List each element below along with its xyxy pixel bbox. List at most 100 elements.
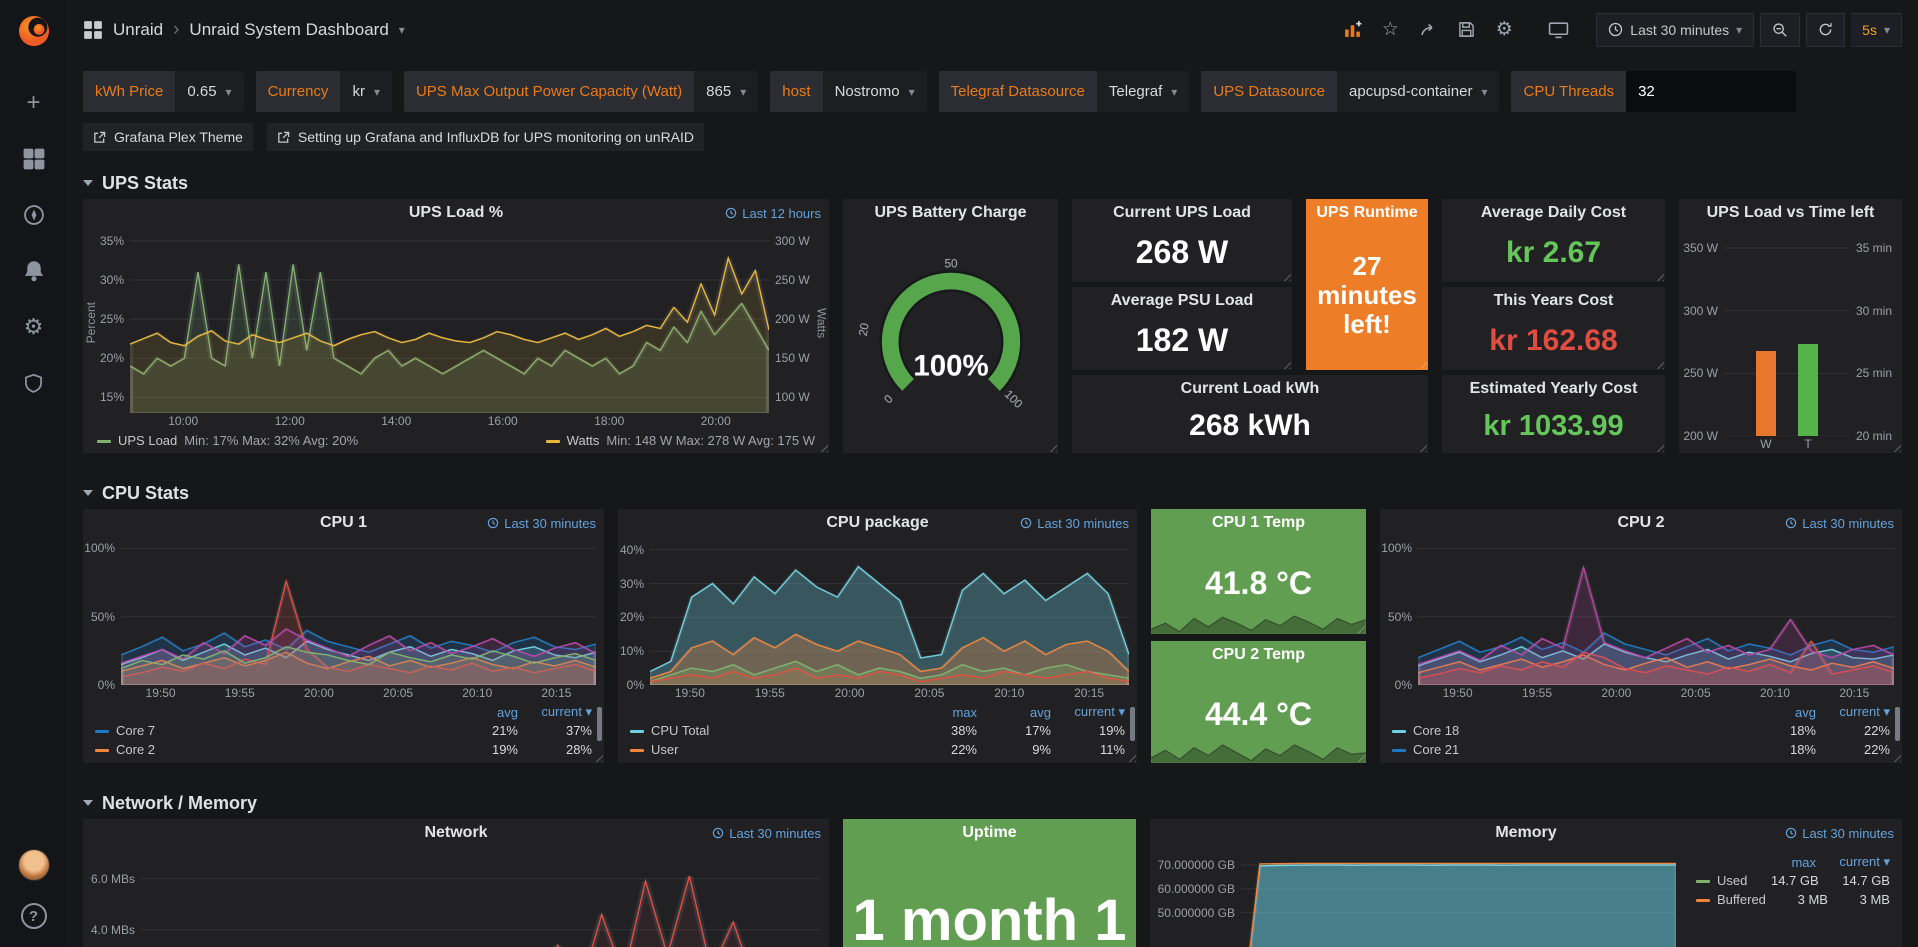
dashboard-title[interactable]: Unraid System Dashboard [189, 19, 389, 39]
legend-scrollbar[interactable] [1895, 707, 1900, 741]
cycle-view-button[interactable] [1542, 14, 1574, 46]
resize-handle[interactable] [1653, 358, 1664, 369]
panel-title[interactable]: CPU 2 Temp [1211, 646, 1306, 663]
save-button[interactable] [1450, 14, 1482, 46]
resize-handle[interactable] [1046, 441, 1057, 452]
panel-current-ups-load[interactable]: Current UPS Load 268 W [1072, 199, 1292, 282]
panel-average-daily-cost[interactable]: Average Daily Cost kr 2.67 [1442, 199, 1665, 282]
legend-sort-current[interactable]: current ▾ [1839, 854, 1890, 869]
cpu-threads-input[interactable] [1626, 71, 1797, 112]
panel-memory-graph[interactable]: Memory Last 30 minutes 50.000000 GB 60.00… [1150, 819, 1902, 947]
panel-title[interactable]: Average PSU Load [1110, 292, 1254, 309]
dashboard-link-plex-theme[interactable]: Grafana Plex Theme [83, 123, 253, 151]
plot-area[interactable] [121, 543, 596, 685]
create-button[interactable]: + [19, 88, 49, 118]
panel-title[interactable]: CPU 1 [319, 514, 368, 531]
row-header-cpu-stats[interactable]: CPU Stats [83, 477, 1902, 509]
resize-handle[interactable] [1280, 358, 1291, 369]
panel-title[interactable]: UPS Battery Charge [874, 204, 1027, 221]
legend-sort-current[interactable]: current ▾ [1074, 704, 1125, 719]
server-admin-button[interactable] [19, 368, 49, 398]
resize-handle[interactable] [1354, 622, 1365, 633]
resize-handle[interactable] [1280, 270, 1291, 281]
settings-button[interactable]: ⚙ [1488, 14, 1520, 46]
panel-ups-load-graph[interactable]: UPS Load % Last 12 hours Percent 15% 20% 25… [83, 199, 829, 453]
plot-area[interactable] [650, 543, 1129, 685]
variable-value-dropdown[interactable]: 865 ▾ [694, 71, 759, 112]
row-header-network-memory[interactable]: Network / Memory [83, 787, 1902, 819]
panel-title[interactable]: Estimated Yearly Cost [1469, 380, 1638, 397]
panel-title[interactable]: CPU 1 Temp [1211, 514, 1306, 531]
legend-series-row[interactable]: Core 18 18% 22% [1392, 721, 1890, 740]
resize-handle[interactable] [817, 441, 828, 452]
panel-title[interactable]: This Years Cost [1493, 292, 1614, 309]
apps-grid-icon[interactable] [83, 20, 103, 40]
plot-area[interactable] [1418, 543, 1894, 685]
panel-average-psu-load[interactable]: Average PSU Load 182 W [1072, 287, 1292, 370]
variable-value-dropdown[interactable]: 0.65 ▾ [175, 71, 244, 112]
resize-handle[interactable] [592, 751, 603, 762]
refresh-button[interactable] [1806, 12, 1846, 47]
row-header-ups-stats[interactable]: UPS Stats [83, 167, 1902, 199]
bar-W[interactable] [1755, 350, 1776, 436]
resize-handle[interactable] [1890, 751, 1901, 762]
panel-title[interactable]: Uptime [962, 824, 1017, 841]
panel-title[interactable]: Current Load kWh [1180, 380, 1320, 397]
zoom-out-button[interactable] [1760, 12, 1801, 47]
bar-T[interactable] [1798, 344, 1819, 436]
panel-ups-runtime[interactable]: UPS Runtime 27 minutes left! [1306, 199, 1428, 370]
panel-title[interactable]: UPS Load % [408, 204, 504, 221]
panel-ups-load-vs-time-left[interactable]: UPS Load vs Time left 200 W 250 W 300 W 350… [1679, 199, 1902, 453]
panel-title[interactable]: CPU package [826, 514, 929, 531]
legend-sort-avg[interactable]: avg [497, 704, 518, 720]
resize-handle[interactable] [1416, 441, 1427, 452]
panel-title[interactable]: Average Daily Cost [1480, 204, 1627, 221]
refresh-interval-picker[interactable]: 5s ▾ [1851, 12, 1902, 47]
legend-series-row[interactable]: User 22% 9% 11% [630, 740, 1125, 759]
time-range-picker[interactable]: Last 30 minutes ▾ [1596, 12, 1755, 47]
panel-title[interactable]: Current UPS Load [1113, 204, 1251, 221]
resize-handle[interactable] [1653, 441, 1664, 452]
legend-series-row[interactable]: Core 2 19% 28% [95, 740, 592, 759]
panel-title[interactable]: Memory [1495, 824, 1557, 841]
panel-cpu-2-graph[interactable]: CPU 2 Last 30 minutes 0% 50% 100% 19:50 19:5… [1380, 509, 1902, 763]
panel-cpu-1-graph[interactable]: CPU 1 Last 30 minutes 0% 50% 100% 19:50 19:5… [83, 509, 604, 763]
variable-value-dropdown[interactable]: apcupsd-container ▾ [1337, 71, 1500, 112]
panel-cpu-1-temp[interactable]: CPU 1 Temp 41.8 °C [1151, 509, 1366, 634]
legend-sort-current[interactable]: current ▾ [541, 704, 592, 719]
panel-this-years-cost[interactable]: This Years Cost kr 162.68 [1442, 287, 1665, 370]
panel-title[interactable]: UPS Load vs Time left [1706, 204, 1875, 221]
panel-title[interactable]: Network [424, 824, 488, 841]
panel-estimated-yearly-cost[interactable]: Estimated Yearly Cost kr 1033.99 [1442, 375, 1665, 453]
resize-handle[interactable] [1653, 270, 1664, 281]
panel-cpu-package-graph[interactable]: CPU package Last 30 minutes 0% 10% 20% 30% 4… [618, 509, 1137, 763]
panel-uptime[interactable]: Uptime 1 month 1 [843, 819, 1136, 947]
dashboards-button[interactable] [19, 144, 49, 174]
legend-series-row[interactable]: Core 21 18% 22% [1392, 740, 1890, 759]
variable-value-dropdown[interactable]: Telegraf ▾ [1096, 71, 1190, 112]
resize-handle[interactable] [1890, 441, 1901, 452]
legend-sort-max[interactable]: max [952, 704, 977, 720]
legend-series-row[interactable]: Buffered 3 MB 3 MB [1696, 890, 1890, 909]
variable-value-dropdown[interactable]: Nostromo ▾ [822, 71, 927, 112]
panel-title[interactable]: UPS Runtime [1316, 204, 1418, 221]
caret-down-icon[interactable]: ▾ [398, 22, 405, 37]
dashboard-link-ups-monitoring-guide[interactable]: Setting up Grafana and InfluxDB for UPS … [266, 123, 705, 151]
user-avatar[interactable] [17, 849, 50, 881]
legend-scrollbar[interactable] [1130, 707, 1135, 741]
help-button[interactable]: ? [20, 903, 47, 929]
legend-sort-avg[interactable]: avg [1030, 704, 1051, 720]
legend-item[interactable]: Watts Min: 148 W Max: 278 W Avg: 175 W [545, 433, 815, 448]
legend-item[interactable]: UPS Load Min: 17% Max: 32% Avg: 20% [97, 433, 358, 448]
variable-value-dropdown[interactable]: kr ▾ [340, 71, 392, 112]
resize-handle[interactable] [1416, 358, 1427, 369]
plot-area[interactable] [130, 233, 769, 413]
plot-area[interactable] [1724, 233, 1850, 436]
configuration-button[interactable]: ⚙ [19, 312, 49, 342]
alerting-button[interactable] [19, 256, 49, 286]
grafana-logo[interactable] [0, 0, 67, 62]
legend-series-row[interactable]: Core 7 21% 37% [95, 721, 592, 740]
plot-area[interactable] [1241, 853, 1676, 947]
resize-handle[interactable] [1354, 751, 1365, 762]
panel-cpu-2-temp[interactable]: CPU 2 Temp 44.4 °C [1151, 641, 1366, 763]
